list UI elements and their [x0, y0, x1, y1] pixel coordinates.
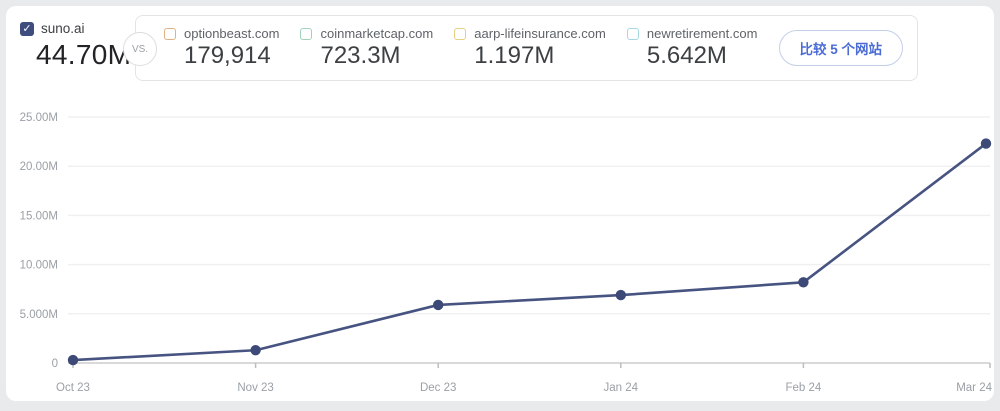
- traffic-chart: 0 5.000M 10.00M 15.00M 20.00M 25.00M Oct 23 Nov…: [6, 106, 994, 401]
- traffic-line-suno.ai: [72, 142, 987, 362]
- competitor-checkbox[interactable]: [300, 27, 313, 40]
- primary-site-domain: suno.ai: [41, 21, 85, 36]
- compare-websites-button[interactable]: 比较 5 个网站: [778, 30, 904, 66]
- primary-site-block: ✓ suno.ai 44.70M: [20, 21, 131, 71]
- primary-site-row: ✓ suno.ai: [20, 21, 131, 36]
- competitor-value: 179,914: [184, 42, 271, 69]
- competitor-domain: optionbeast.com: [184, 26, 280, 41]
- y-axis-tick-label: 5.000M: [20, 309, 58, 321]
- competitor-item: optionbeast.com 179,914: [164, 26, 292, 70]
- competitor-checkbox[interactable]: [454, 27, 467, 40]
- competitor-value: 1.197M: [474, 42, 555, 69]
- competitor-row: coinmarketcap.com: [300, 26, 446, 41]
- x-axis-tick-label: Jan 24: [604, 382, 639, 394]
- data-point-oct-23[interactable]: [67, 354, 79, 366]
- data-point-dec-23[interactable]: [433, 299, 444, 311]
- x-axis-tick-label: Oct 23: [56, 382, 90, 394]
- competitor-row: newretirement.com: [626, 26, 771, 41]
- traffic-chart-svg: 0 5.000M 10.00M 15.00M 20.00M 25.00M Oct 23 Nov…: [20, 112, 993, 394]
- competitor-row: aarp-lifeinsurance.com: [454, 26, 619, 41]
- competitor-row: optionbeast.com: [164, 26, 292, 41]
- data-point-mar-24[interactable]: [980, 138, 992, 149]
- x-axis-tick-label: Feb 24: [785, 382, 821, 394]
- data-point-jan-24[interactable]: [615, 289, 626, 301]
- y-axis-tick-label: 15.00M: [20, 210, 58, 222]
- y-axis-tick-label: 0: [52, 358, 58, 370]
- competitor-domain: newretirement.com: [646, 26, 758, 41]
- data-point-nov-23[interactable]: [250, 345, 261, 356]
- data-point-feb-24[interactable]: [798, 277, 809, 288]
- competitor-value: 723.3M: [320, 42, 401, 69]
- competitor-item: newretirement.com 5.642M: [626, 26, 771, 70]
- competitor-checkbox[interactable]: [164, 27, 176, 40]
- competitor-domain: aarp-lifeinsurance.com: [474, 26, 606, 41]
- competitor-list: optionbeast.com 179,914 coinmarketcap.co…: [135, 15, 918, 81]
- y-axis-tick-label: 20.00M: [20, 161, 58, 173]
- competitor-value: 5.642M: [646, 42, 727, 69]
- competitor-domain: coinmarketcap.com: [320, 26, 434, 41]
- competitor-checkbox[interactable]: [626, 27, 639, 40]
- y-axis-tick-label: 25.00M: [20, 112, 58, 124]
- competitor-item: coinmarketcap.com 723.3M: [300, 26, 446, 70]
- x-axis-tick-label: Dec 23: [420, 382, 456, 394]
- x-axis-tick-label: Mar 24: [956, 382, 992, 394]
- competitor-item: aarp-lifeinsurance.com 1.197M: [454, 26, 619, 70]
- vs-badge: VS.: [123, 32, 157, 66]
- y-axis-tick-label: 10.00M: [20, 260, 58, 272]
- widget-card: ✓ suno.ai 44.70M VS. optionbeast.com 179…: [6, 6, 994, 401]
- x-axis-tick-label: Nov 23: [237, 382, 273, 394]
- primary-site-value: 44.70M: [36, 39, 132, 70]
- primary-site-checkbox[interactable]: ✓: [20, 21, 34, 36]
